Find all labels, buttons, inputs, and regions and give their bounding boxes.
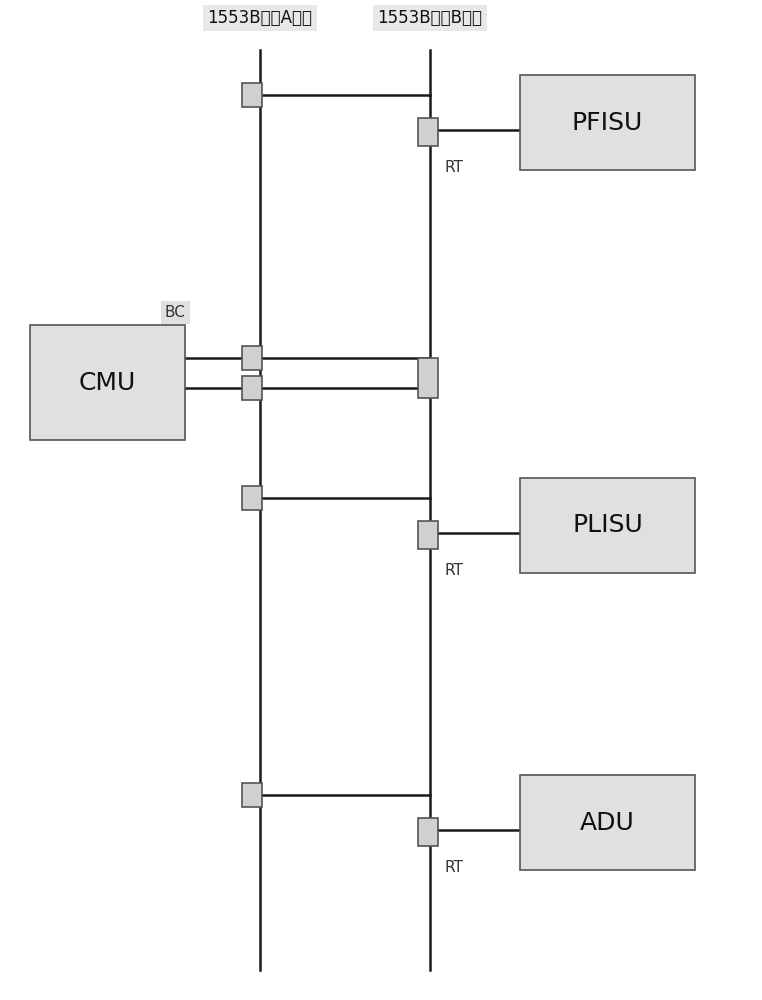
Bar [520,75,695,170]
Text: PFISU: PFISU [572,110,643,134]
Bar [242,346,262,370]
Bar [242,783,262,807]
Bar [418,818,438,846]
Text: ADU: ADU [580,810,635,834]
Text: 1553B总线A通道: 1553B总线A通道 [207,9,312,27]
Bar [418,521,438,549]
Bar [30,325,185,440]
Bar [520,775,695,870]
Text: 1553B总线B通道: 1553B总线B通道 [377,9,482,27]
Text: RT: RT [445,563,464,578]
Text: RT: RT [445,860,464,875]
Text: CMU: CMU [79,370,136,394]
Bar [242,486,262,510]
Bar [418,118,438,146]
Bar [520,478,695,573]
Text: BC: BC [165,305,186,320]
Bar [418,358,438,398]
Bar [242,83,262,107]
Bar [242,376,262,400]
Text: PLISU: PLISU [572,514,643,538]
Text: RT: RT [445,160,464,175]
